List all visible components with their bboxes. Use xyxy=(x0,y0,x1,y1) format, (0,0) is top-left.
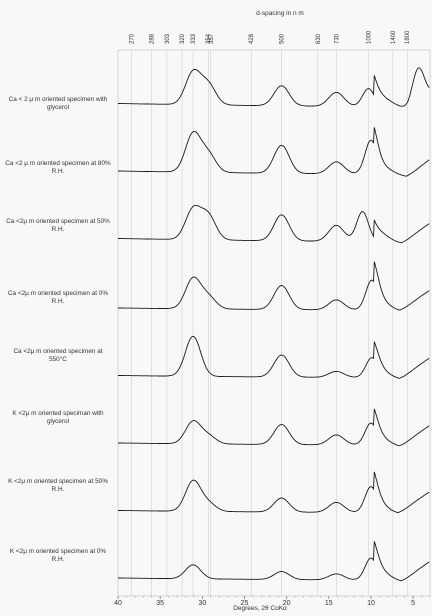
x-tick-label: 15 xyxy=(325,600,333,607)
top-tick-label: 730 xyxy=(334,33,340,44)
top-tick-label: 500 xyxy=(280,33,286,44)
series-line xyxy=(118,67,430,107)
series-line xyxy=(118,204,430,244)
top-tick-label: 354 xyxy=(206,33,212,44)
series-label: Ca < 2 μ m oriented specimen with glycer… xyxy=(8,96,108,111)
top-tick-label: 1400 xyxy=(391,30,397,44)
series-line xyxy=(118,335,430,379)
top-tick-label: 428 xyxy=(249,33,255,44)
top-tick-label: 1800 xyxy=(405,30,411,44)
x-tick-label: 5 xyxy=(411,600,415,607)
x-tick-label: 35 xyxy=(156,600,164,607)
top-tick-label: 288 xyxy=(150,33,156,44)
series-label: Ca <2 μ m oriented specimen at 80% R.H. xyxy=(5,160,111,175)
series-label: K <2μ m oriented specimen at 0% R.H. xyxy=(9,548,107,563)
series-line xyxy=(118,541,430,582)
series-line xyxy=(118,261,430,311)
top-tick-label: 270 xyxy=(129,33,135,44)
plot-frame xyxy=(117,49,431,597)
series-line xyxy=(118,408,430,447)
top-tick-label: 630 xyxy=(316,33,322,44)
series-label: K <2μ m oriented specimen at 50% R.H. xyxy=(8,478,108,493)
series-label: Ca <2μ m oriented specimen at 50% R.H. xyxy=(6,218,110,233)
top-tick-label: 303 xyxy=(165,33,171,44)
series-line xyxy=(118,127,430,177)
x-tick-label: 10 xyxy=(367,600,375,607)
top-tick-label: 357 xyxy=(209,33,215,44)
x-tick-label: 20 xyxy=(283,600,291,607)
x-axis-label: Degrees, 2θ CoKα xyxy=(233,605,287,612)
top-tick-label: 320 xyxy=(180,33,186,44)
chart-title: d-spacing in n m xyxy=(256,10,304,17)
x-tick-label: 40 xyxy=(114,600,122,607)
series-line xyxy=(118,471,430,514)
top-tick-label: 333 xyxy=(191,33,197,44)
series-label: K <2μ m oriented speciman with glycerol xyxy=(12,410,104,425)
series-label: Ca <2μ m oriented specimen at 550°C xyxy=(13,348,103,363)
top-tick-label: 1000 xyxy=(366,30,372,44)
x-tick-label: 30 xyxy=(198,600,206,607)
x-tick-label: 25 xyxy=(241,600,249,607)
series-label: Ca <2μ m oriented specimen at 0% R.H. xyxy=(7,290,109,305)
